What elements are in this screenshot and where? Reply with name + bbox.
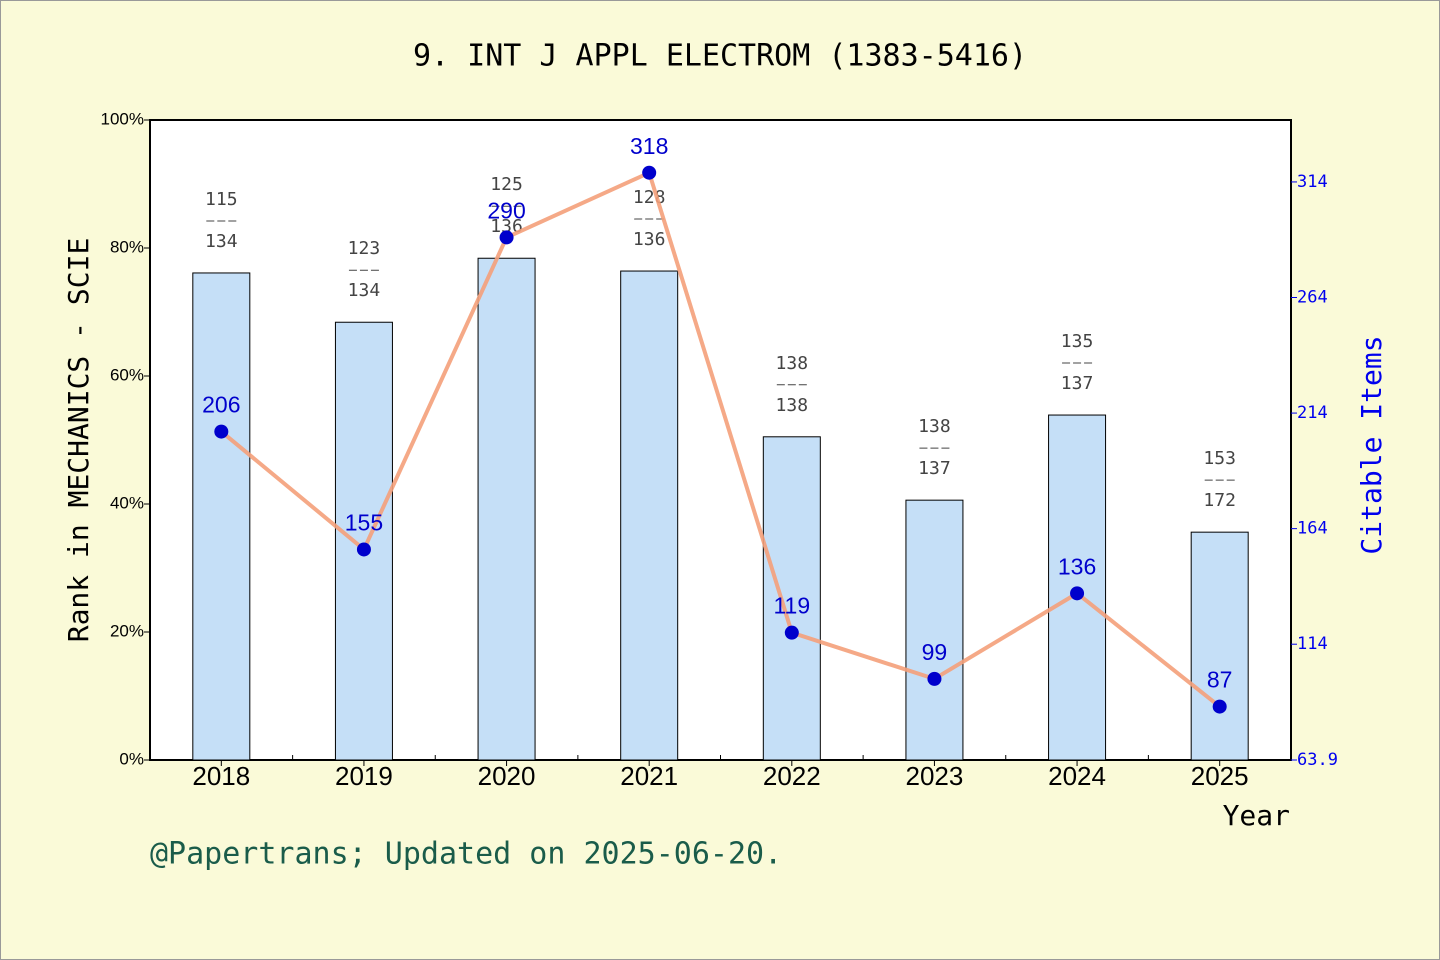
- bar: [1190, 531, 1249, 761]
- bar: [192, 272, 251, 761]
- rank-label: 115: [205, 189, 238, 210]
- bar: [905, 499, 964, 761]
- line: [220, 169, 1221, 709]
- x-tick-label: 2025: [1191, 761, 1249, 791]
- total-label: 172: [1203, 490, 1236, 511]
- data-label: 155: [345, 510, 383, 536]
- total-label: 138: [776, 395, 809, 416]
- y2-tick-label: 314: [1297, 172, 1328, 192]
- marker: [642, 165, 657, 180]
- marker: [356, 542, 371, 557]
- x-tick-label: 2023: [906, 761, 964, 791]
- data-label: 318: [630, 133, 668, 159]
- y2-tick-label: 114: [1297, 634, 1328, 654]
- x-tick-label: 2022: [763, 761, 821, 791]
- x-tick-label: 2018: [192, 761, 250, 791]
- data-label: 136: [1058, 553, 1096, 579]
- bar: [762, 436, 821, 761]
- rank-label: 125: [490, 174, 523, 195]
- data-label: 119: [773, 593, 810, 619]
- y2-axis-label: Citable Items: [1355, 335, 1388, 554]
- data-label: 87: [1207, 667, 1233, 693]
- x-tick-label: 2024: [1048, 761, 1106, 791]
- total-label: 136: [633, 229, 666, 250]
- y-tick-label: 60%: [110, 365, 144, 384]
- footer: @Papertrans; Updated on 2025-06-20.: [150, 837, 782, 872]
- plot-area: [149, 119, 1292, 761]
- rank-label: 153: [1203, 448, 1236, 469]
- data-label: 206: [202, 392, 240, 418]
- y2-tick-label: 63.9: [1297, 750, 1338, 770]
- rank-label: 123: [348, 238, 381, 259]
- y-tick-label: 100%: [101, 109, 144, 128]
- data-label: 99: [922, 639, 948, 665]
- marker: [214, 424, 229, 439]
- bar: [477, 257, 536, 761]
- marker: [1212, 699, 1227, 714]
- bar: [620, 270, 679, 761]
- x-tick-label: 2021: [620, 761, 678, 791]
- chart-title: 9. INT J APPL ELECTROM (1383-5416): [413, 39, 1027, 74]
- x-axis-label: Year: [1223, 799, 1290, 832]
- x-tick-label: 2020: [478, 761, 536, 791]
- y2-tick-label: 214: [1297, 403, 1328, 423]
- y-axis-label: Rank in MECHANICS - SCIE: [62, 238, 95, 643]
- marker: [927, 671, 942, 686]
- total-label: 137: [1061, 373, 1094, 394]
- marker: [784, 625, 799, 640]
- rank-label: 138: [776, 353, 809, 374]
- y-tick-label: 20%: [110, 621, 144, 640]
- total-label: 137: [918, 458, 951, 479]
- bar: [334, 321, 393, 761]
- y2-tick-label: 264: [1297, 288, 1328, 308]
- total-label: 134: [205, 231, 238, 252]
- y-tick-label: 0%: [119, 749, 144, 768]
- y-tick-label: 40%: [110, 493, 144, 512]
- rank-label: 138: [918, 416, 951, 437]
- x-tick-label: 2019: [335, 761, 393, 791]
- rank-label: 135: [1061, 331, 1094, 352]
- y2-tick-label: 164: [1297, 519, 1328, 539]
- marker: [1070, 586, 1085, 601]
- marker: [499, 230, 514, 245]
- y-tick-label: 80%: [110, 237, 144, 256]
- total-label: 134: [348, 280, 381, 301]
- data-label: 290: [487, 197, 525, 223]
